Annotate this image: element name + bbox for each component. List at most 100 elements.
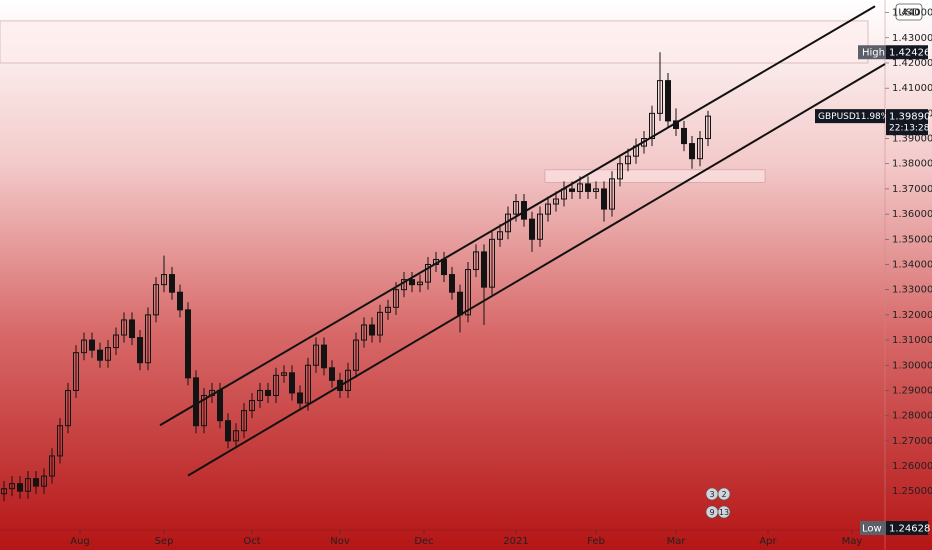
candle-body (73, 352, 79, 391)
candle-body (505, 213, 511, 233)
y-tick-label: 1.42000 (892, 58, 932, 69)
price-value: 1.39890 (889, 112, 930, 123)
y-tick-label: 1.43000 (892, 33, 932, 44)
candle-body (633, 145, 639, 157)
candle-body (449, 274, 455, 293)
candle-body (17, 483, 23, 492)
candle-body (385, 306, 391, 313)
x-tick-label: Mar (667, 536, 687, 547)
change: 11.98% (855, 112, 890, 122)
candle-body (297, 392, 303, 404)
candle-body (561, 188, 567, 200)
candle-body (145, 314, 151, 364)
candle-body (217, 389, 223, 422)
candle-body (705, 115, 711, 140)
y-tick-label: 1.41000 (892, 83, 932, 94)
candle-body (345, 369, 351, 391)
candle-body (337, 379, 343, 391)
candle-body (137, 337, 143, 364)
candle-body (153, 284, 159, 316)
candle-body (529, 218, 535, 240)
y-tick-label: 1.29000 (892, 385, 932, 396)
y-tick-label: 1.37000 (892, 184, 932, 195)
candle-body (417, 281, 423, 286)
y-tick-label: 1.31000 (892, 335, 932, 346)
candle-body (329, 367, 335, 381)
candle-body (625, 155, 631, 165)
y-tick-label: 1.25000 (892, 486, 932, 497)
x-tick-label: Aug (70, 536, 90, 547)
y-tick-label: 1.33000 (892, 285, 932, 296)
high-value-bg (886, 45, 928, 60)
candle-body (553, 198, 559, 205)
high-tag-bg (858, 45, 886, 60)
candle-body (185, 309, 191, 379)
candle-body (393, 289, 399, 308)
x-tick-label: Apr (759, 536, 777, 547)
x-tick-label: 2021 (503, 536, 528, 547)
x-tick-label: Sep (155, 536, 174, 547)
high-value: 1.42426 (889, 48, 930, 59)
candle-body (441, 258, 447, 276)
candle-body (609, 178, 615, 210)
x-tick-label: Dec (414, 536, 433, 547)
candle-body (425, 263, 431, 283)
candle-body (57, 425, 63, 457)
candle-body (489, 238, 495, 288)
candle-body (249, 400, 255, 412)
y-tick-label: 1.36000 (892, 209, 932, 220)
candle-body (465, 269, 471, 316)
candle-body (177, 291, 183, 311)
candle-body (353, 339, 359, 371)
candle-body (257, 389, 263, 402)
zone (544, 169, 766, 183)
candle-body (409, 279, 415, 286)
y-tick-label: 1.32000 (892, 310, 932, 321)
candle-body (481, 251, 487, 288)
y-tick-label: 1.26000 (892, 461, 932, 472)
candle-body (41, 475, 47, 487)
y-tick-label: 1.30000 (892, 360, 932, 371)
candle-body (665, 80, 671, 122)
candle-body (241, 410, 247, 432)
candle-body (25, 478, 31, 492)
candle-body (289, 372, 295, 394)
event-count: 13 (719, 508, 729, 517)
candle-body (161, 274, 167, 286)
zone (0, 20, 869, 64)
candle-body (361, 324, 367, 341)
symbol-tag-bg (815, 109, 885, 124)
price-tag-bg (886, 109, 928, 136)
y-tick-label: 1.35000 (892, 234, 932, 245)
candle-body (105, 347, 111, 361)
candle-body (457, 291, 463, 316)
candle-body (601, 188, 607, 210)
candle-body (305, 364, 311, 404)
low-value-bg (886, 521, 928, 535)
x-tick-label: Oct (243, 536, 260, 547)
candle-body (689, 143, 695, 160)
candle-body (225, 420, 231, 442)
low-tag: Low (862, 524, 882, 535)
x-tick-label: Nov (330, 536, 350, 547)
y-tick-label: 1.34000 (892, 259, 932, 270)
candle-body (585, 183, 591, 192)
trendline (187, 63, 886, 477)
currency[interactable]: USD (898, 8, 920, 19)
candle-body (113, 334, 119, 349)
event-count: 3 (709, 490, 714, 499)
candle-body (313, 344, 319, 366)
candle-body (473, 251, 479, 271)
event-count: 2 (721, 490, 726, 499)
event-bubble (717, 487, 731, 501)
candle-body (401, 279, 407, 291)
candle-body (617, 163, 623, 180)
currency-box[interactable] (895, 3, 923, 21)
candle-body (369, 324, 375, 336)
candle-body (657, 80, 663, 114)
candle-body (521, 201, 527, 220)
candle-body (49, 455, 55, 477)
candle-body (129, 319, 135, 339)
candle-body (545, 203, 551, 215)
